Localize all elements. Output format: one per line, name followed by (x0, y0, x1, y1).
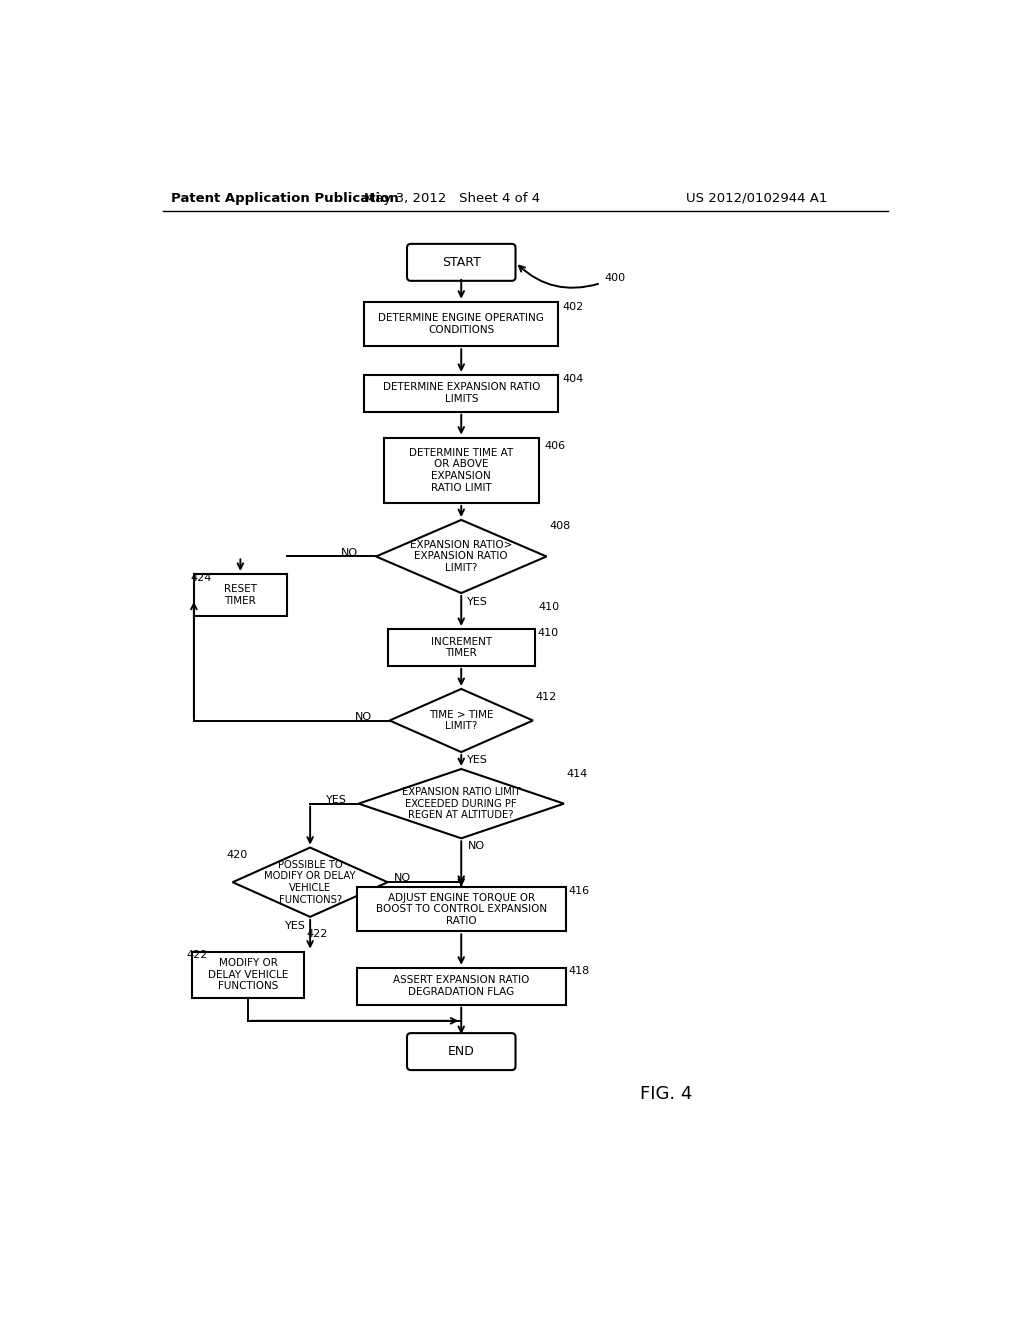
Bar (365, 302, 558, 346)
Bar (356, 968, 566, 1005)
Text: INCREMENT
TIMER: INCREMENT TIMER (431, 636, 492, 659)
Text: 424: 424 (190, 573, 211, 583)
Text: 420: 420 (226, 850, 248, 861)
Text: END: END (447, 1045, 475, 1059)
Polygon shape (232, 847, 388, 917)
Text: 400: 400 (604, 273, 626, 282)
Text: DETERMINE EXPANSION RATIO
LIMITS: DETERMINE EXPANSION RATIO LIMITS (383, 383, 540, 404)
Text: ADJUST ENGINE TORQUE OR
BOOST TO CONTROL EXPANSION
RATIO: ADJUST ENGINE TORQUE OR BOOST TO CONTROL… (376, 892, 547, 925)
Text: 404: 404 (562, 375, 584, 384)
Text: 410: 410 (538, 628, 558, 639)
Text: 406: 406 (544, 441, 565, 450)
Text: 416: 416 (568, 887, 590, 896)
Text: May 3, 2012   Sheet 4 of 4: May 3, 2012 Sheet 4 of 4 (364, 191, 540, 205)
Polygon shape (389, 689, 532, 752)
Text: NO: NO (394, 874, 411, 883)
Text: FIG. 4: FIG. 4 (640, 1085, 692, 1104)
Text: NO: NO (354, 711, 372, 722)
Text: START: START (441, 256, 480, 269)
Text: US 2012/0102944 A1: US 2012/0102944 A1 (686, 191, 827, 205)
Text: 408: 408 (550, 520, 570, 531)
Text: YES: YES (326, 795, 347, 805)
Text: 410: 410 (539, 602, 560, 612)
Text: YES: YES (286, 921, 306, 931)
Polygon shape (358, 770, 564, 838)
Bar (384, 437, 539, 503)
Polygon shape (376, 520, 547, 593)
Text: RESET
TIMER: RESET TIMER (224, 585, 257, 606)
Text: POSSIBLE TO
MODIFY OR DELAY
VEHICLE
FUNCTIONS?: POSSIBLE TO MODIFY OR DELAY VEHICLE FUNC… (264, 859, 356, 904)
Text: TIME > TIME
LIMIT?: TIME > TIME LIMIT? (429, 710, 494, 731)
Text: NO: NO (467, 841, 484, 851)
Text: 414: 414 (566, 770, 588, 779)
Text: YES: YES (467, 755, 488, 764)
Text: Patent Application Publication: Patent Application Publication (171, 191, 398, 205)
Bar (191, 952, 304, 998)
Text: DETERMINE TIME AT
OR ABOVE
EXPANSION
RATIO LIMIT: DETERMINE TIME AT OR ABOVE EXPANSION RAT… (410, 447, 513, 492)
Bar (194, 574, 287, 616)
Text: 412: 412 (536, 693, 557, 702)
Text: 418: 418 (568, 966, 590, 975)
FancyBboxPatch shape (407, 244, 515, 281)
Text: 422: 422 (186, 950, 208, 961)
FancyBboxPatch shape (407, 1034, 515, 1071)
Text: MODIFY OR
DELAY VEHICLE
FUNCTIONS: MODIFY OR DELAY VEHICLE FUNCTIONS (208, 958, 289, 991)
Text: ASSERT EXPANSION RATIO
DEGRADATION FLAG: ASSERT EXPANSION RATIO DEGRADATION FLAG (393, 975, 529, 997)
Text: 402: 402 (562, 302, 584, 312)
Text: EXPANSION RATIO LIMIT
EXCEEDED DURING PF
REGEN AT ALTITUDE?: EXPANSION RATIO LIMIT EXCEEDED DURING PF… (402, 787, 520, 820)
Text: 422: 422 (306, 929, 328, 939)
Bar (356, 887, 566, 932)
Text: NO: NO (341, 548, 358, 557)
Text: YES: YES (467, 598, 488, 607)
Bar (365, 375, 558, 412)
Text: EXPANSION RATIO>
EXPANSION RATIO
LIMIT?: EXPANSION RATIO> EXPANSION RATIO LIMIT? (410, 540, 512, 573)
Bar (388, 628, 535, 665)
Text: DETERMINE ENGINE OPERATING
CONDITIONS: DETERMINE ENGINE OPERATING CONDITIONS (378, 313, 544, 335)
